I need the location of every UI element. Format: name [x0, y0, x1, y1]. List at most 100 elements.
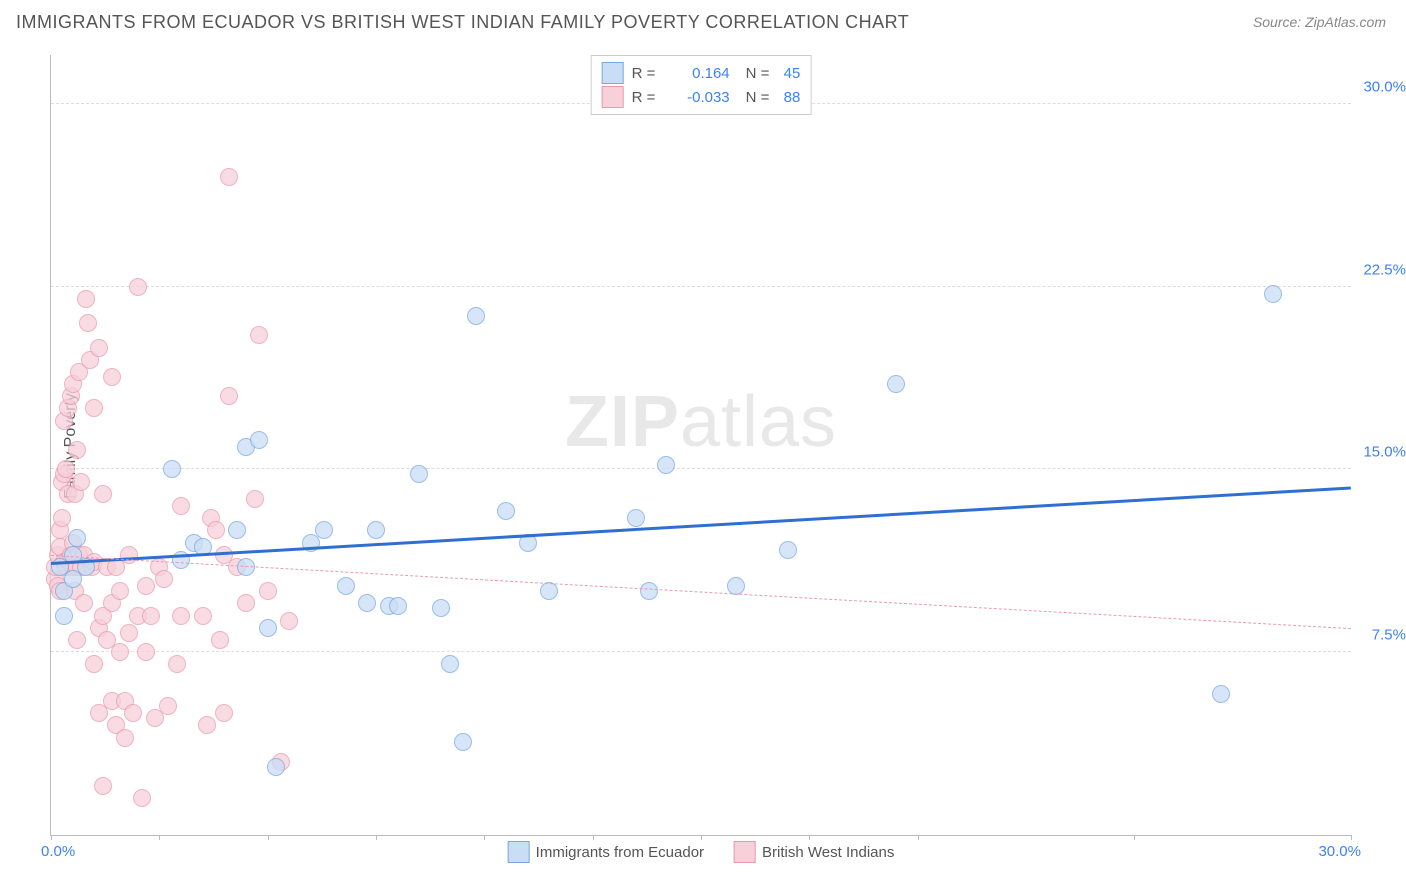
- scatter-point: [280, 612, 298, 630]
- scatter-point: [250, 326, 268, 344]
- scatter-point: [120, 546, 138, 564]
- x-tick: [1351, 835, 1352, 840]
- scatter-point: [640, 582, 658, 600]
- scatter-point: [337, 577, 355, 595]
- scatter-point: [111, 582, 129, 600]
- scatter-point: [172, 497, 190, 515]
- plot-area: ZIPatlas 7.5%15.0%22.5%30.0% 0.0% 30.0% …: [50, 55, 1351, 836]
- scatter-point: [1264, 285, 1282, 303]
- scatter-point: [246, 490, 264, 508]
- scatter-point: [454, 733, 472, 751]
- grid-line: [51, 286, 1351, 287]
- n-value-1: 88: [784, 89, 801, 106]
- scatter-point: [627, 509, 645, 527]
- swatch-series-1: [602, 86, 624, 108]
- scatter-point: [467, 307, 485, 325]
- scatter-point: [211, 631, 229, 649]
- scatter-point: [220, 387, 238, 405]
- swatch-series-1-bottom: [734, 841, 756, 863]
- scatter-point: [172, 607, 190, 625]
- scatter-point: [120, 624, 138, 642]
- scatter-point: [540, 582, 558, 600]
- scatter-point: [94, 485, 112, 503]
- x-tick: [268, 835, 269, 840]
- scatter-point: [215, 704, 233, 722]
- y-tick-label: 22.5%: [1363, 261, 1406, 278]
- legend-row-series-0: R = 0.164 N = 45: [602, 62, 801, 84]
- swatch-series-0-bottom: [508, 841, 530, 863]
- source-label: Source: ZipAtlas.com: [1253, 14, 1386, 30]
- x-tick: [51, 835, 52, 840]
- legend-item-1: British West Indians: [734, 841, 894, 863]
- scatter-point: [389, 597, 407, 615]
- watermark-bold: ZIP: [565, 382, 680, 462]
- scatter-point: [68, 631, 86, 649]
- series-1-name: British West Indians: [762, 844, 894, 861]
- x-tick: [593, 835, 594, 840]
- scatter-point: [779, 541, 797, 559]
- watermark: ZIPatlas: [565, 381, 837, 463]
- scatter-point: [77, 290, 95, 308]
- grid-line: [51, 468, 1351, 469]
- scatter-point: [194, 607, 212, 625]
- scatter-point: [267, 758, 285, 776]
- scatter-point: [315, 521, 333, 539]
- y-tick-label: 7.5%: [1372, 627, 1406, 644]
- n-label: N =: [746, 65, 776, 82]
- scatter-point: [85, 399, 103, 417]
- r-label: R =: [632, 65, 662, 82]
- scatter-point: [57, 460, 75, 478]
- r-label: R =: [632, 89, 662, 106]
- scatter-point: [159, 697, 177, 715]
- n-label: N =: [746, 89, 776, 106]
- scatter-point: [497, 502, 515, 520]
- scatter-point: [237, 594, 255, 612]
- scatter-point: [72, 473, 90, 491]
- x-tick: [159, 835, 160, 840]
- scatter-point: [1212, 685, 1230, 703]
- scatter-point: [410, 465, 428, 483]
- scatter-point: [68, 441, 86, 459]
- scatter-point: [441, 655, 459, 673]
- scatter-point: [79, 314, 97, 332]
- x-tick: [701, 835, 702, 840]
- scatter-point: [137, 643, 155, 661]
- grid-line: [51, 651, 1351, 652]
- scatter-point: [75, 594, 93, 612]
- scatter-point: [198, 716, 216, 734]
- scatter-point: [220, 168, 238, 186]
- legend-row-series-1: R = -0.033 N = 88: [602, 86, 801, 108]
- chart-title: IMMIGRANTS FROM ECUADOR VS BRITISH WEST …: [16, 12, 909, 33]
- x-axis-max-label: 30.0%: [1318, 843, 1361, 860]
- n-value-0: 45: [784, 65, 801, 82]
- scatter-point: [887, 375, 905, 393]
- y-tick-label: 30.0%: [1363, 78, 1406, 95]
- scatter-point: [142, 607, 160, 625]
- scatter-point: [129, 278, 147, 296]
- scatter-point: [94, 777, 112, 795]
- x-tick: [484, 835, 485, 840]
- scatter-point: [53, 509, 71, 527]
- correlation-legend: R = 0.164 N = 45 R = -0.033 N = 88: [591, 55, 812, 115]
- scatter-point: [367, 521, 385, 539]
- x-tick: [809, 835, 810, 840]
- scatter-point: [657, 456, 675, 474]
- scatter-point: [259, 582, 277, 600]
- scatter-point: [137, 577, 155, 595]
- watermark-rest: atlas: [680, 382, 837, 462]
- scatter-point: [259, 619, 277, 637]
- series-0-name: Immigrants from Ecuador: [536, 844, 704, 861]
- x-tick: [918, 835, 919, 840]
- x-tick: [1134, 835, 1135, 840]
- y-tick-label: 15.0%: [1363, 444, 1406, 461]
- x-axis-min-label: 0.0%: [41, 843, 75, 860]
- scatter-point: [90, 339, 108, 357]
- x-tick: [376, 835, 377, 840]
- series-legend: Immigrants from Ecuador British West Ind…: [508, 841, 895, 863]
- scatter-point: [111, 643, 129, 661]
- trend-line: [51, 555, 1351, 629]
- scatter-point: [358, 594, 376, 612]
- scatter-point: [207, 521, 225, 539]
- scatter-point: [432, 599, 450, 617]
- swatch-series-0: [602, 62, 624, 84]
